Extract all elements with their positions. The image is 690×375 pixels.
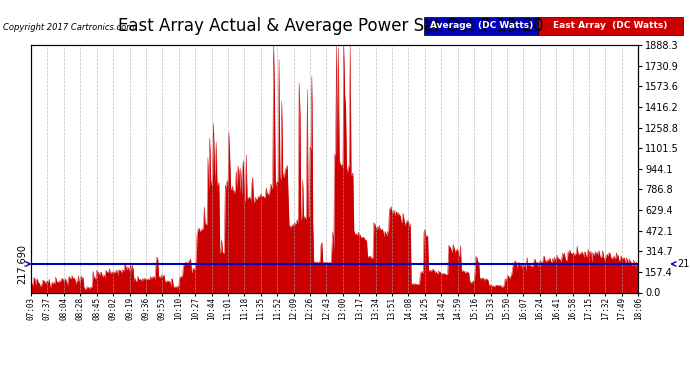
Text: 217.690: 217.690	[18, 244, 28, 284]
Text: East Array Actual & Average Power Sat Oct 7 18:20: East Array Actual & Average Power Sat Oc…	[119, 17, 544, 35]
Text: Average  (DC Watts): Average (DC Watts)	[430, 21, 533, 30]
Text: East Array  (DC Watts): East Array (DC Watts)	[553, 21, 668, 30]
Text: 217.690: 217.690	[678, 259, 690, 269]
Text: Copyright 2017 Cartronics.com: Copyright 2017 Cartronics.com	[3, 22, 135, 32]
